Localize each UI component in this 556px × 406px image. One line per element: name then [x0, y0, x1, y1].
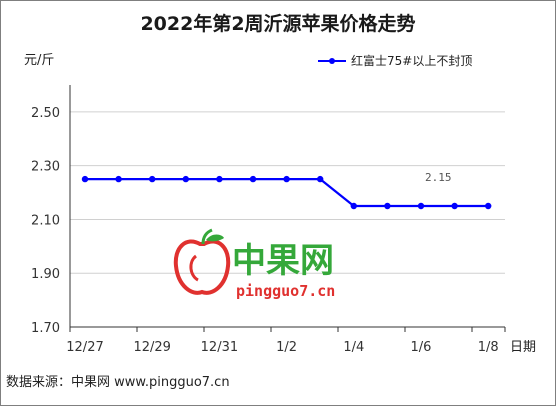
x-axis-ticks: 12/27 12/29 12/31 1/2 1/4 1/6 1/8: [66, 327, 506, 355]
y-tick-label: 2.50: [31, 106, 60, 121]
data-point: [485, 202, 492, 210]
x-tick-label: 12/31: [201, 340, 238, 355]
chart-title: 2022年第2周沂源苹果价格走势: [140, 12, 415, 35]
data-point: [249, 175, 257, 183]
y-axis-ticks: 1.70 1.90 2.10 2.30 2.50: [31, 106, 60, 336]
data-point: [350, 202, 357, 210]
x-tick-label: 1/8: [478, 340, 499, 355]
series-points: [81, 175, 492, 210]
x-tick-label: 12/29: [133, 340, 170, 355]
x-tick-label: 12/27: [66, 340, 103, 355]
x-tick-label: 1/4: [343, 340, 364, 355]
data-point: [115, 175, 122, 183]
y-tick-label: 2.30: [31, 160, 60, 175]
data-point: [149, 175, 156, 183]
y-tick-label: 1.70: [31, 321, 60, 336]
data-point: [283, 175, 290, 183]
apple-logo-icon: [173, 228, 231, 295]
legend: 红富士75#以上不封顶: [318, 53, 472, 68]
data-point: [317, 175, 324, 183]
y-tick-label: 2.10: [31, 213, 60, 228]
axes: [69, 85, 505, 328]
legend-label: 红富士75#以上不封顶: [351, 53, 472, 68]
watermark-url: pingguo7.cn: [236, 282, 335, 300]
data-point: [216, 175, 223, 183]
y-tick-label: 1.90: [31, 267, 60, 282]
data-point: [384, 202, 391, 210]
data-point: [182, 175, 189, 183]
x-axis-unit: 日期: [510, 340, 536, 355]
source-note: 数据来源：中果网 www.pingguo7.cn: [6, 375, 230, 390]
gridlines: [70, 111, 505, 274]
x-tick-label: 1/2: [276, 340, 297, 355]
data-point: [81, 175, 89, 183]
legend-marker: [329, 58, 335, 64]
data-label: 2.15: [425, 171, 452, 184]
x-tick-label: 1/6: [411, 340, 432, 355]
data-point: [417, 202, 425, 210]
watermark-text: 中果网: [232, 241, 334, 281]
y-axis-unit: 元/斤: [24, 53, 54, 68]
data-point: [451, 202, 458, 210]
watermark: 中果网 pingguo7.cn: [173, 228, 335, 300]
